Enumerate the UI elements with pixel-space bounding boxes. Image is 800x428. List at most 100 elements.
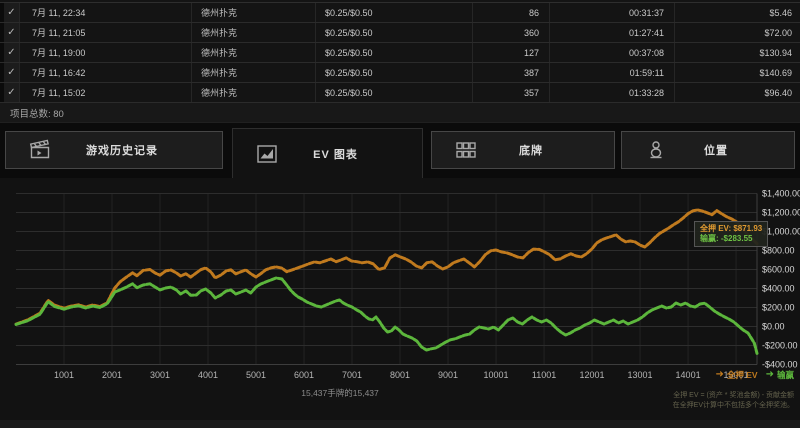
table-row[interactable]: ✓ 7月 11, 21:05 德州扑克 $0.25/$0.50 360 01:27:41 $…	[0, 23, 800, 43]
session-stakes: $0.25/$0.50	[316, 43, 473, 62]
svg-text:12001: 12001	[580, 370, 605, 380]
session-game: 德州扑克	[192, 43, 316, 62]
session-hands: 387	[473, 63, 550, 82]
svg-text:8001: 8001	[390, 370, 410, 380]
session-won: $130.94	[759, 47, 792, 58]
ev-formula-note: 全押 EV = (资产 * 奖池金额) - 贡献金额 在全押EV计算中不包括多个…	[673, 391, 794, 410]
svg-text:-$200.00: -$200.00	[762, 341, 798, 351]
session-stakes: $0.25/$0.50	[316, 3, 473, 22]
line-chart-icon	[255, 142, 279, 166]
tab-label: 游戏历史记录	[86, 145, 158, 157]
ev-formula-line2: 在全押EV计算中不包括多个全押奖池。	[672, 401, 794, 409]
tab-hole-cards[interactable]: 底牌	[431, 131, 615, 169]
cards-grid-icon	[454, 138, 478, 162]
bottom-bar	[0, 420, 800, 428]
svg-text:$1,200.00: $1,200.00	[762, 208, 800, 218]
clapperboard-icon	[28, 138, 52, 162]
svg-text:14001: 14001	[676, 370, 701, 380]
session-game: 德州扑克	[192, 3, 316, 22]
svg-text:$1,000.00: $1,000.00	[762, 227, 800, 237]
ev-chart-panel: 1001 2001 3001 4001 5001 6001 7001 8001 9001 1000…	[0, 178, 800, 420]
spacer	[0, 83, 4, 102]
row-checkbox[interactable]: ✓	[4, 63, 20, 82]
tab-ev-chart[interactable]: EV 图表	[232, 128, 423, 178]
session-stakes: $0.25/$0.50	[316, 23, 473, 42]
session-hands: 86	[473, 3, 550, 22]
tab-position[interactable]: 位置	[621, 131, 795, 169]
position-pin-icon	[644, 138, 668, 162]
session-won: $5.46	[769, 7, 792, 18]
session-rows: ✓ 7月 11, 22:34 德州扑克 $0.25/$0.50 86 00:31:37 $5…	[0, 3, 800, 103]
session-duration: 00:31:37	[550, 3, 675, 22]
session-date: 7月 11, 16:42	[20, 63, 192, 82]
svg-text:6001: 6001	[294, 370, 314, 380]
session-hands: 360	[473, 23, 550, 42]
session-date: 7月 11, 19:00	[20, 43, 192, 62]
chart-legend: ➜ 全押 EV ➜ 输赢	[716, 369, 795, 381]
session-date: 7月 11, 22:34	[20, 3, 192, 22]
row-checkbox[interactable]: ✓	[4, 83, 20, 102]
session-won: $140.69	[759, 67, 792, 78]
tab-label: EV 图表	[313, 148, 358, 161]
tooltip-ev-value: 全押 EV: $871.93	[700, 224, 763, 233]
svg-text:15001: 15001	[724, 370, 749, 380]
svg-text:5001: 5001	[246, 370, 266, 380]
legend-item-ev[interactable]: ➜ 全押 EV	[716, 369, 758, 381]
legend-item-win[interactable]: ➜ 输赢	[766, 369, 794, 381]
svg-text:2001: 2001	[102, 370, 122, 380]
session-game: 德州扑克	[192, 83, 316, 102]
legend-arrow-icon: ➜	[715, 369, 724, 380]
row-checkbox[interactable]: ✓	[4, 3, 20, 22]
svg-text:$200.00: $200.00	[762, 303, 795, 313]
session-game: 德州扑克	[192, 23, 316, 42]
legend-label: 全押 EV	[726, 370, 758, 380]
ev-chart[interactable]: 1001 2001 3001 4001 5001 6001 7001 8001 9001 1000…	[0, 178, 800, 420]
svg-text:13001: 13001	[628, 370, 653, 380]
session-won: $72.00	[764, 27, 792, 38]
table-row[interactable]: ✓ 7月 11, 22:34 德州扑克 $0.25/$0.50 86 00:31:37 $5…	[0, 3, 800, 23]
session-duration: 00:37:08	[550, 43, 675, 62]
table-row[interactable]: ✓ 7月 11, 19:00 德州扑克 $0.25/$0.50 127 00:37:08 $…	[0, 43, 800, 63]
table-row-remnant	[0, 0, 800, 3]
session-duration: 01:59:11	[550, 63, 675, 82]
table-footer: 项目总数: 80	[0, 103, 800, 123]
tooltip-win-value: 输赢: -$283.55	[700, 234, 753, 243]
tab-game-history[interactable]: 游戏历史记录	[5, 131, 223, 169]
session-hands: 127	[473, 43, 550, 62]
table-row[interactable]: ✓ 7月 11, 16:42 德州扑克 $0.25/$0.50 387 01:59:11 $…	[0, 63, 800, 83]
session-date: 7月 11, 21:05	[20, 23, 192, 42]
session-table: ✓ 7月 11, 22:34 德州扑克 $0.25/$0.50 86 00:31:37 $5…	[0, 0, 800, 123]
svg-text:10001: 10001	[484, 370, 509, 380]
svg-text:7001: 7001	[342, 370, 362, 380]
session-duration: 01:33:28	[550, 83, 675, 102]
table-row[interactable]: ✓ 7月 11, 15:02 德州扑克 $0.25/$0.50 357 01:33:28 $…	[0, 83, 800, 103]
session-stakes: $0.25/$0.50	[316, 63, 473, 82]
svg-text:$1,400.00: $1,400.00	[762, 189, 800, 199]
svg-text:$0.00: $0.00	[762, 322, 785, 332]
svg-text:$400.00: $400.00	[762, 284, 795, 294]
view-tabs: 游戏历史记录 EV 图表 底牌 位置	[0, 128, 800, 178]
tab-label: 底牌	[519, 145, 543, 157]
spacer	[0, 43, 4, 62]
spacer	[0, 63, 4, 82]
session-stakes: $0.25/$0.50	[316, 83, 473, 102]
svg-text:9001: 9001	[438, 370, 458, 380]
total-items-label: 项目总数: 80	[10, 108, 64, 120]
spacer	[0, 23, 4, 42]
tab-label: 位置	[704, 145, 728, 157]
svg-text:$800.00: $800.00	[762, 246, 795, 256]
session-duration: 01:27:41	[550, 23, 675, 42]
legend-arrow-icon: ➜	[765, 369, 774, 380]
row-checkbox[interactable]: ✓	[4, 23, 20, 42]
ev-formula-line1: 全押 EV = (资产 * 奖池金额) - 贡献金额	[673, 392, 794, 399]
svg-text:3001: 3001	[150, 370, 170, 380]
svg-text:-$400.00: -$400.00	[762, 360, 798, 370]
svg-text:1001: 1001	[54, 370, 74, 380]
row-checkbox[interactable]: ✓	[4, 43, 20, 62]
svg-text:$600.00: $600.00	[762, 265, 795, 275]
session-hands: 357	[473, 83, 550, 102]
chart-tooltip: 全押 EV: $871.93 输赢: -$283.55	[694, 221, 769, 247]
session-game: 德州扑克	[192, 63, 316, 82]
session-won: $96.40	[764, 87, 792, 98]
